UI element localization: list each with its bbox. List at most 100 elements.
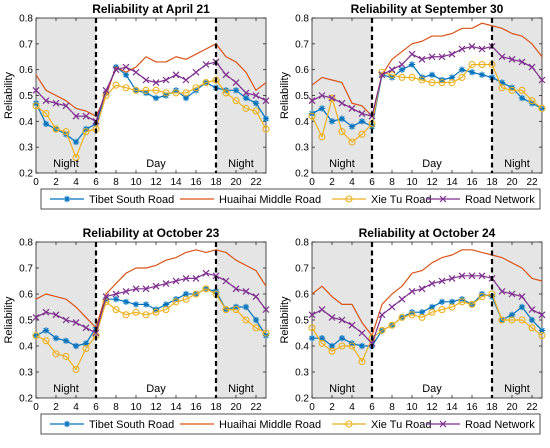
data-point (122, 311, 130, 319)
data-point (222, 71, 230, 79)
y-tick-label: 0.4 (295, 117, 309, 128)
data-point (388, 303, 396, 311)
data-point (252, 324, 260, 332)
data-point (172, 71, 180, 79)
series-2 (35, 43, 267, 117)
data-point (528, 97, 536, 105)
data-point (122, 71, 130, 79)
data-point (252, 293, 260, 301)
data-point (192, 84, 200, 92)
data-point (478, 293, 486, 301)
data-point (318, 335, 326, 342)
data-point (498, 287, 506, 295)
legend-marker (345, 195, 353, 203)
data-point (538, 311, 546, 319)
data-point (308, 324, 316, 332)
data-point (478, 71, 486, 79)
night-shade-right (216, 18, 266, 173)
y-axis-label: Reliability (279, 71, 291, 119)
data-point (488, 74, 496, 81)
x-tick-label: 6 (369, 402, 375, 413)
data-point (192, 290, 200, 298)
data-point (182, 94, 190, 102)
data-point (468, 272, 476, 280)
y-tick-label: 0.6 (19, 65, 33, 76)
data-point (308, 112, 316, 120)
legend-label: Huaihai Middle Road (219, 194, 321, 206)
data-point (498, 53, 506, 61)
chart-panel-3: 0 2 4 6 8 10 12 14 16 18 20 22 0.2 0.3 0.4 0.5 0.6 0.7 0.8… (3, 226, 270, 425)
legend-item: Tibet South Road (50, 419, 174, 431)
series-line (35, 79, 267, 159)
legend-label: Road Network (465, 194, 535, 206)
series-4 (32, 269, 270, 337)
data-point (398, 66, 406, 73)
x-tick-label: 10 (406, 402, 418, 413)
x-tick-label: 12 (426, 177, 438, 188)
y-tick-label: 0.8 (295, 238, 309, 249)
night-shade-right (492, 18, 542, 173)
region-label: Night (53, 158, 79, 170)
data-point (32, 332, 40, 340)
data-point (538, 327, 546, 334)
data-point (42, 308, 50, 316)
data-point (232, 306, 240, 314)
data-point (242, 316, 250, 324)
data-point (438, 306, 446, 314)
data-point (142, 285, 150, 293)
data-point (162, 89, 170, 97)
data-point (398, 73, 406, 81)
y-tick-label: 0.3 (19, 143, 33, 154)
data-point (518, 293, 526, 301)
chart-panel-1: 0 2 4 6 8 10 12 14 16 18 20 22 0.2 0.3 0.4 0.5 0.6 0.7 0.8… (3, 2, 270, 200)
legend-item: Xie Tu Road (332, 194, 432, 206)
data-point (82, 128, 90, 136)
data-point (202, 79, 210, 87)
chart-title: Reliability at September 30 (351, 2, 504, 16)
series-3 (32, 285, 270, 373)
data-point (318, 105, 326, 112)
x-tick-label: 4 (73, 402, 79, 413)
data-point (172, 277, 180, 285)
x-tick-label: 2 (53, 402, 59, 413)
data-point (358, 358, 366, 366)
data-point (398, 295, 406, 303)
data-point (162, 280, 170, 288)
data-point (162, 306, 170, 314)
data-point (32, 86, 40, 94)
data-point (202, 285, 210, 293)
legend-marker (439, 195, 447, 203)
data-point (82, 345, 90, 353)
data-point (82, 324, 90, 332)
series-line (311, 293, 543, 363)
data-point (518, 303, 526, 311)
y-tick-label: 0.8 (19, 238, 33, 249)
data-point (518, 58, 526, 66)
data-point (468, 60, 476, 69)
data-point (348, 123, 356, 130)
x-tick-label: 22 (526, 402, 538, 413)
data-point (428, 280, 436, 288)
y-tick-label: 0.6 (295, 65, 309, 76)
data-point (368, 334, 376, 342)
x-tick-label: 4 (73, 177, 79, 188)
series-3 (32, 76, 270, 162)
x-tick-label: 8 (389, 177, 395, 188)
chart-panel-2: 0 2 4 6 8 10 12 14 16 18 20 22 0.2 0.3 0.4 0.5 0.6 0.7 0.8… (279, 2, 546, 200)
legend-label: Xie Tu Road (371, 194, 432, 206)
data-point (448, 50, 456, 58)
x-tick-label: 22 (526, 177, 538, 188)
data-point (338, 335, 346, 342)
data-point (448, 79, 456, 87)
data-point (528, 63, 536, 71)
y-tick-label: 0.3 (295, 368, 309, 379)
x-tick-label: 10 (130, 402, 142, 413)
data-point (538, 332, 546, 340)
data-point (308, 97, 316, 105)
data-point (478, 60, 486, 69)
legend-item: Xie Tu Road (332, 419, 432, 431)
y-axis-label: Reliability (3, 296, 15, 344)
chart-title: Reliability at October 23 (83, 226, 220, 240)
x-tick-label: 4 (349, 402, 355, 413)
region-label: Night (329, 383, 355, 395)
